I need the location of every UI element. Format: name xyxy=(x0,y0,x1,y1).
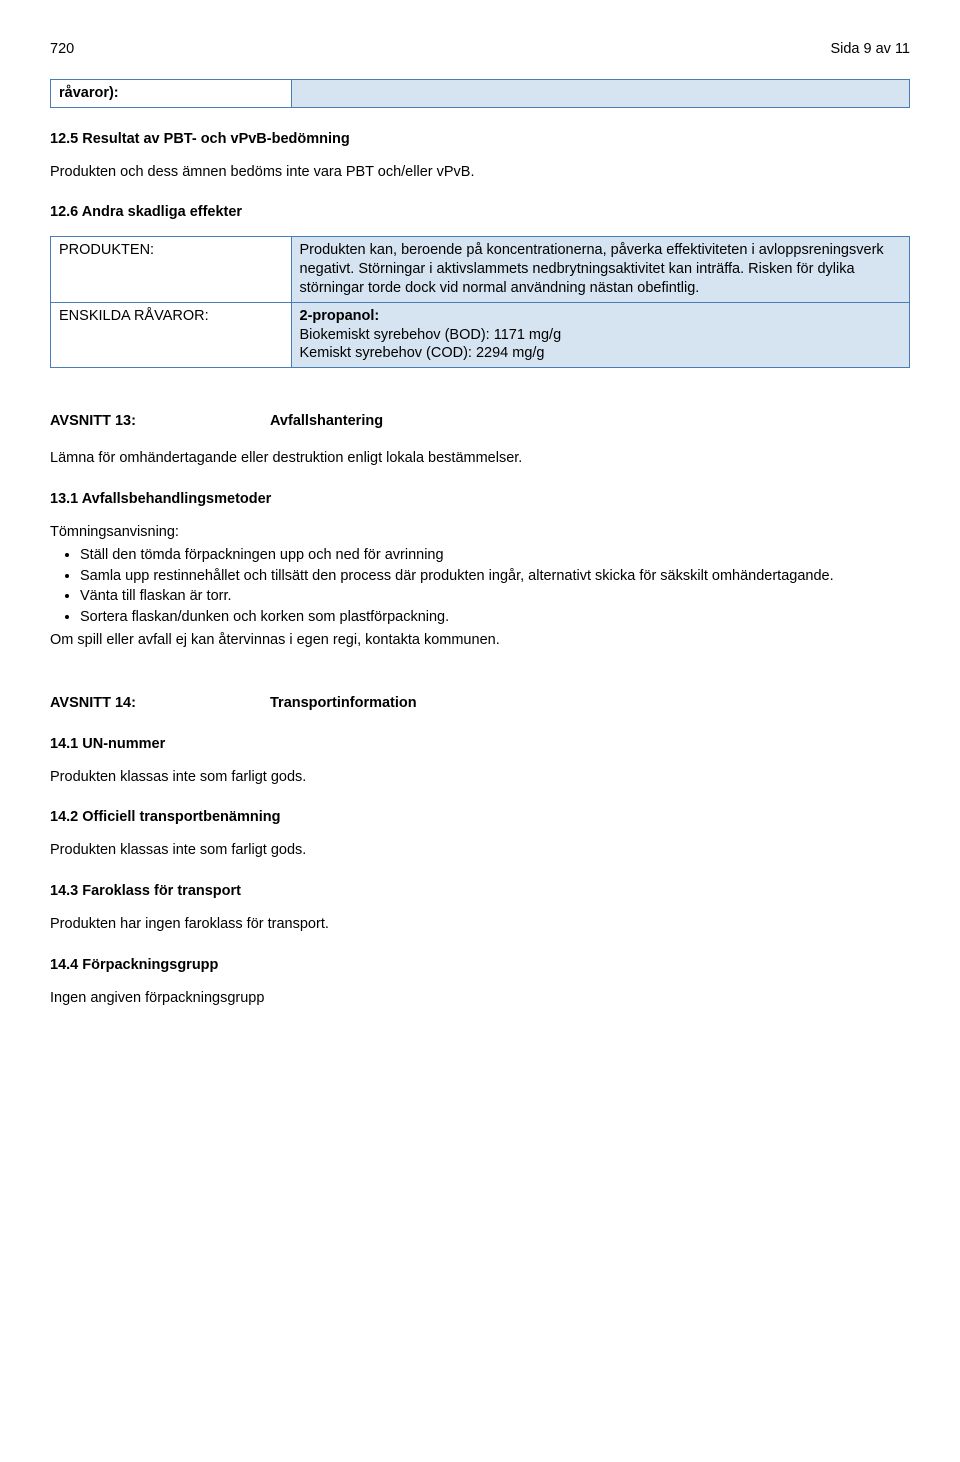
list-item: Samla upp restinnehållet och tillsätt de… xyxy=(80,567,910,586)
bullet-list-13-1: Ställ den tömda förpackningen upp och ne… xyxy=(80,546,910,627)
table-raw-materials: råvaror): xyxy=(50,79,910,108)
text-14-3: Produkten har ingen faroklass för transp… xyxy=(50,915,910,934)
label-text: ENSKILDA RÅVAROR: xyxy=(59,308,209,324)
heading-14-3: 14.3 Faroklass för transport xyxy=(50,882,910,901)
list-item: Ställ den tömda förpackningen upp och ne… xyxy=(80,546,910,565)
label-text: PRODUKTEN: xyxy=(59,242,154,258)
heading-13-1: 13.1 Avfallsbehandlingsmetoder xyxy=(50,490,910,509)
heading-14-4: 14.4 Förpackningsgrupp xyxy=(50,956,910,975)
text-13-1-after: Om spill eller avfall ej kan återvinnas … xyxy=(50,631,910,650)
page-header: 720 Sida 9 av 11 xyxy=(50,40,910,59)
section-14-heading: AVSNITT 14: Transportinformation xyxy=(50,694,910,713)
section-name: Transportinformation xyxy=(270,694,417,713)
table-row: råvaror): xyxy=(51,79,910,107)
text-13-1-lead: Tömningsanvisning: xyxy=(50,523,910,542)
cod-value: Kemiskt syrebehov (COD): 2294 mg/g xyxy=(300,345,545,361)
cell-label: PRODUKTEN: xyxy=(51,237,292,303)
heading-12-6: 12.6 Andra skadliga effekter xyxy=(50,203,910,222)
substance-name: 2-propanol: xyxy=(300,308,380,324)
heading-14-1: 14.1 UN-nummer xyxy=(50,735,910,754)
heading-12-5: 12.5 Resultat av PBT- och vPvB-bedömning xyxy=(50,130,910,149)
section-number: AVSNITT 13: xyxy=(50,412,270,431)
text-12-5: Produkten och dess ämnen bedöms inte var… xyxy=(50,163,910,182)
section-name: Avfallshantering xyxy=(270,412,383,431)
cell-value: Produkten kan, beroende på koncentration… xyxy=(291,237,909,303)
cell-value xyxy=(291,79,909,107)
cell-label: ENSKILDA RÅVAROR: xyxy=(51,302,292,368)
section-number: AVSNITT 14: xyxy=(50,694,270,713)
bod-value: Biokemiskt syrebehov (BOD): 1171 mg/g xyxy=(300,327,562,343)
table-row: ENSKILDA RÅVAROR: 2-propanol: Biokemiskt… xyxy=(51,302,910,368)
section-13-heading: AVSNITT 13: Avfallshantering xyxy=(50,412,910,431)
header-page-num: Sida 9 av 11 xyxy=(830,40,910,59)
text-14-4: Ingen angiven förpackningsgrupp xyxy=(50,989,910,1008)
table-row: PRODUKTEN: Produkten kan, beroende på ko… xyxy=(51,237,910,303)
text-14-2: Produkten klassas inte som farligt gods. xyxy=(50,841,910,860)
header-doc-id: 720 xyxy=(50,40,74,59)
table-effects: PRODUKTEN: Produkten kan, beroende på ko… xyxy=(50,236,910,368)
text-13-intro: Lämna för omhändertagande eller destrukt… xyxy=(50,449,910,468)
cell-value: 2-propanol: Biokemiskt syrebehov (BOD): … xyxy=(291,302,909,368)
label-text: råvaror): xyxy=(59,85,119,101)
list-item: Vänta till flaskan är torr. xyxy=(80,587,910,606)
cell-label: råvaror): xyxy=(51,79,292,107)
text-14-1: Produkten klassas inte som farligt gods. xyxy=(50,768,910,787)
list-item: Sortera flaskan/dunken och korken som pl… xyxy=(80,608,910,627)
heading-14-2: 14.2 Officiell transportbenämning xyxy=(50,808,910,827)
